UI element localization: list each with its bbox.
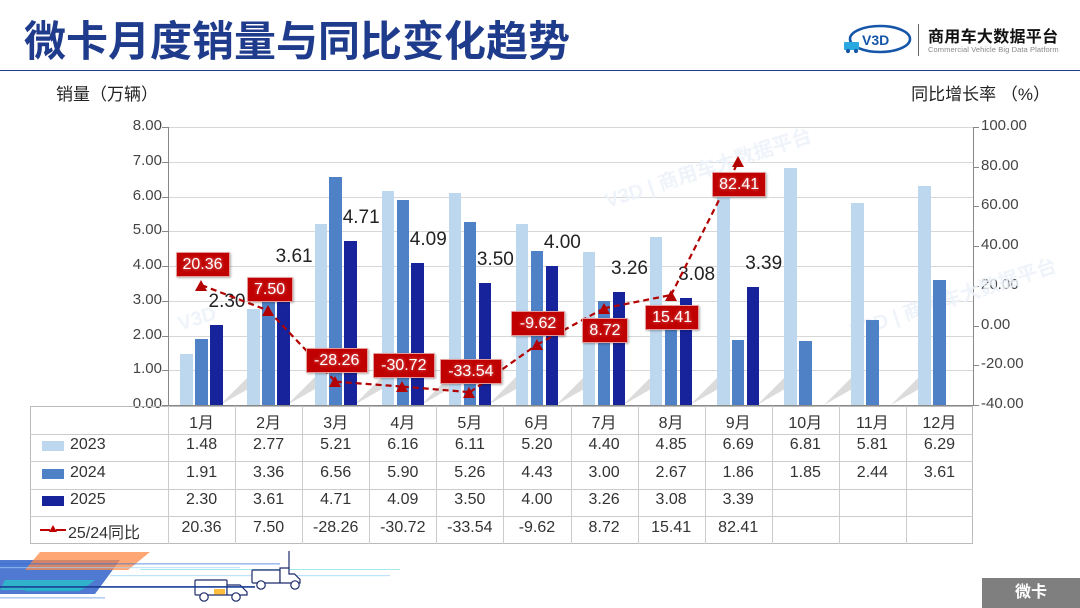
svg-text:V3D: V3D	[862, 32, 889, 48]
